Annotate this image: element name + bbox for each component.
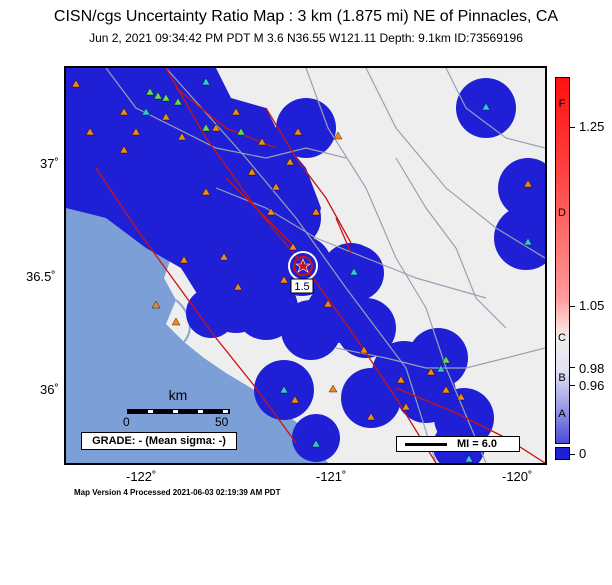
colorbar-value-0: 0 <box>579 446 587 461</box>
epicenter-label-box <box>290 278 314 294</box>
stations-green <box>145 87 451 364</box>
lat-label-36: 36˚ <box>40 382 59 397</box>
mi-line-icon <box>405 443 447 446</box>
colorbar-tick <box>569 385 575 386</box>
colorbar-tick <box>569 306 575 307</box>
colorbar-letter-f: F <box>558 98 566 110</box>
colorbar-letter-c: C <box>558 332 566 344</box>
event-info: Jun 2, 2021 09:34:42 PM PDT M 3.6 N36.55… <box>89 31 523 45</box>
color-scale-bar <box>555 77 570 444</box>
mi-legend: MI = 6.0 <box>396 436 520 452</box>
colorbar-letter-d: D <box>558 207 566 219</box>
colorbar-value-1-25: 1.25 <box>579 119 605 134</box>
map-title: CISN/cgs Uncertainty Ratio Map : 3 km (1… <box>53 8 559 25</box>
color-scale-zero-swatch <box>555 447 570 460</box>
colorbar-value-0-96: 0.96 <box>579 378 605 393</box>
grade-box: GRADE: - (Mean sigma: -) <box>81 432 237 450</box>
mi-legend-text: MI = 6.0 <box>457 438 498 450</box>
colorbar-letter-b: B <box>558 372 566 384</box>
scale-bar <box>127 409 230 414</box>
epicenter <box>288 251 318 281</box>
map-canvas: 1.5 <box>66 68 545 463</box>
coverage-areas <box>66 68 545 463</box>
lon-label-121: -121˚ <box>316 469 347 484</box>
scale-bar-legend: km 0 50 <box>123 387 233 431</box>
ocean <box>66 178 328 463</box>
roads <box>105 68 545 463</box>
colorbar-letter-a: A <box>558 408 566 420</box>
epicenter-label: 1.5 <box>294 281 309 293</box>
colorbar-value-0-98: 0.98 <box>579 361 605 376</box>
scale-max: 50 <box>215 415 229 429</box>
stations-cyan <box>141 77 533 463</box>
lat-label-36-5: 36.5˚ <box>26 269 56 284</box>
map-version-footer: Map Version 4 Processed 2021-06-03 02:19… <box>74 488 281 497</box>
colorbar-tick <box>569 127 575 128</box>
colorbar-value-1-05: 1.05 <box>579 298 605 313</box>
lon-label-120: -120˚ <box>502 469 533 484</box>
colorbar-tick <box>569 367 575 368</box>
map-area[interactable]: 1.5 <box>64 66 547 465</box>
stations-orange <box>71 79 533 421</box>
scale-title: km <box>168 387 188 403</box>
scale-min: 0 <box>123 415 130 429</box>
lon-label-122: -122˚ <box>126 469 157 484</box>
colorbar-tick <box>569 454 575 455</box>
lat-label-37: 37˚ <box>40 156 59 171</box>
